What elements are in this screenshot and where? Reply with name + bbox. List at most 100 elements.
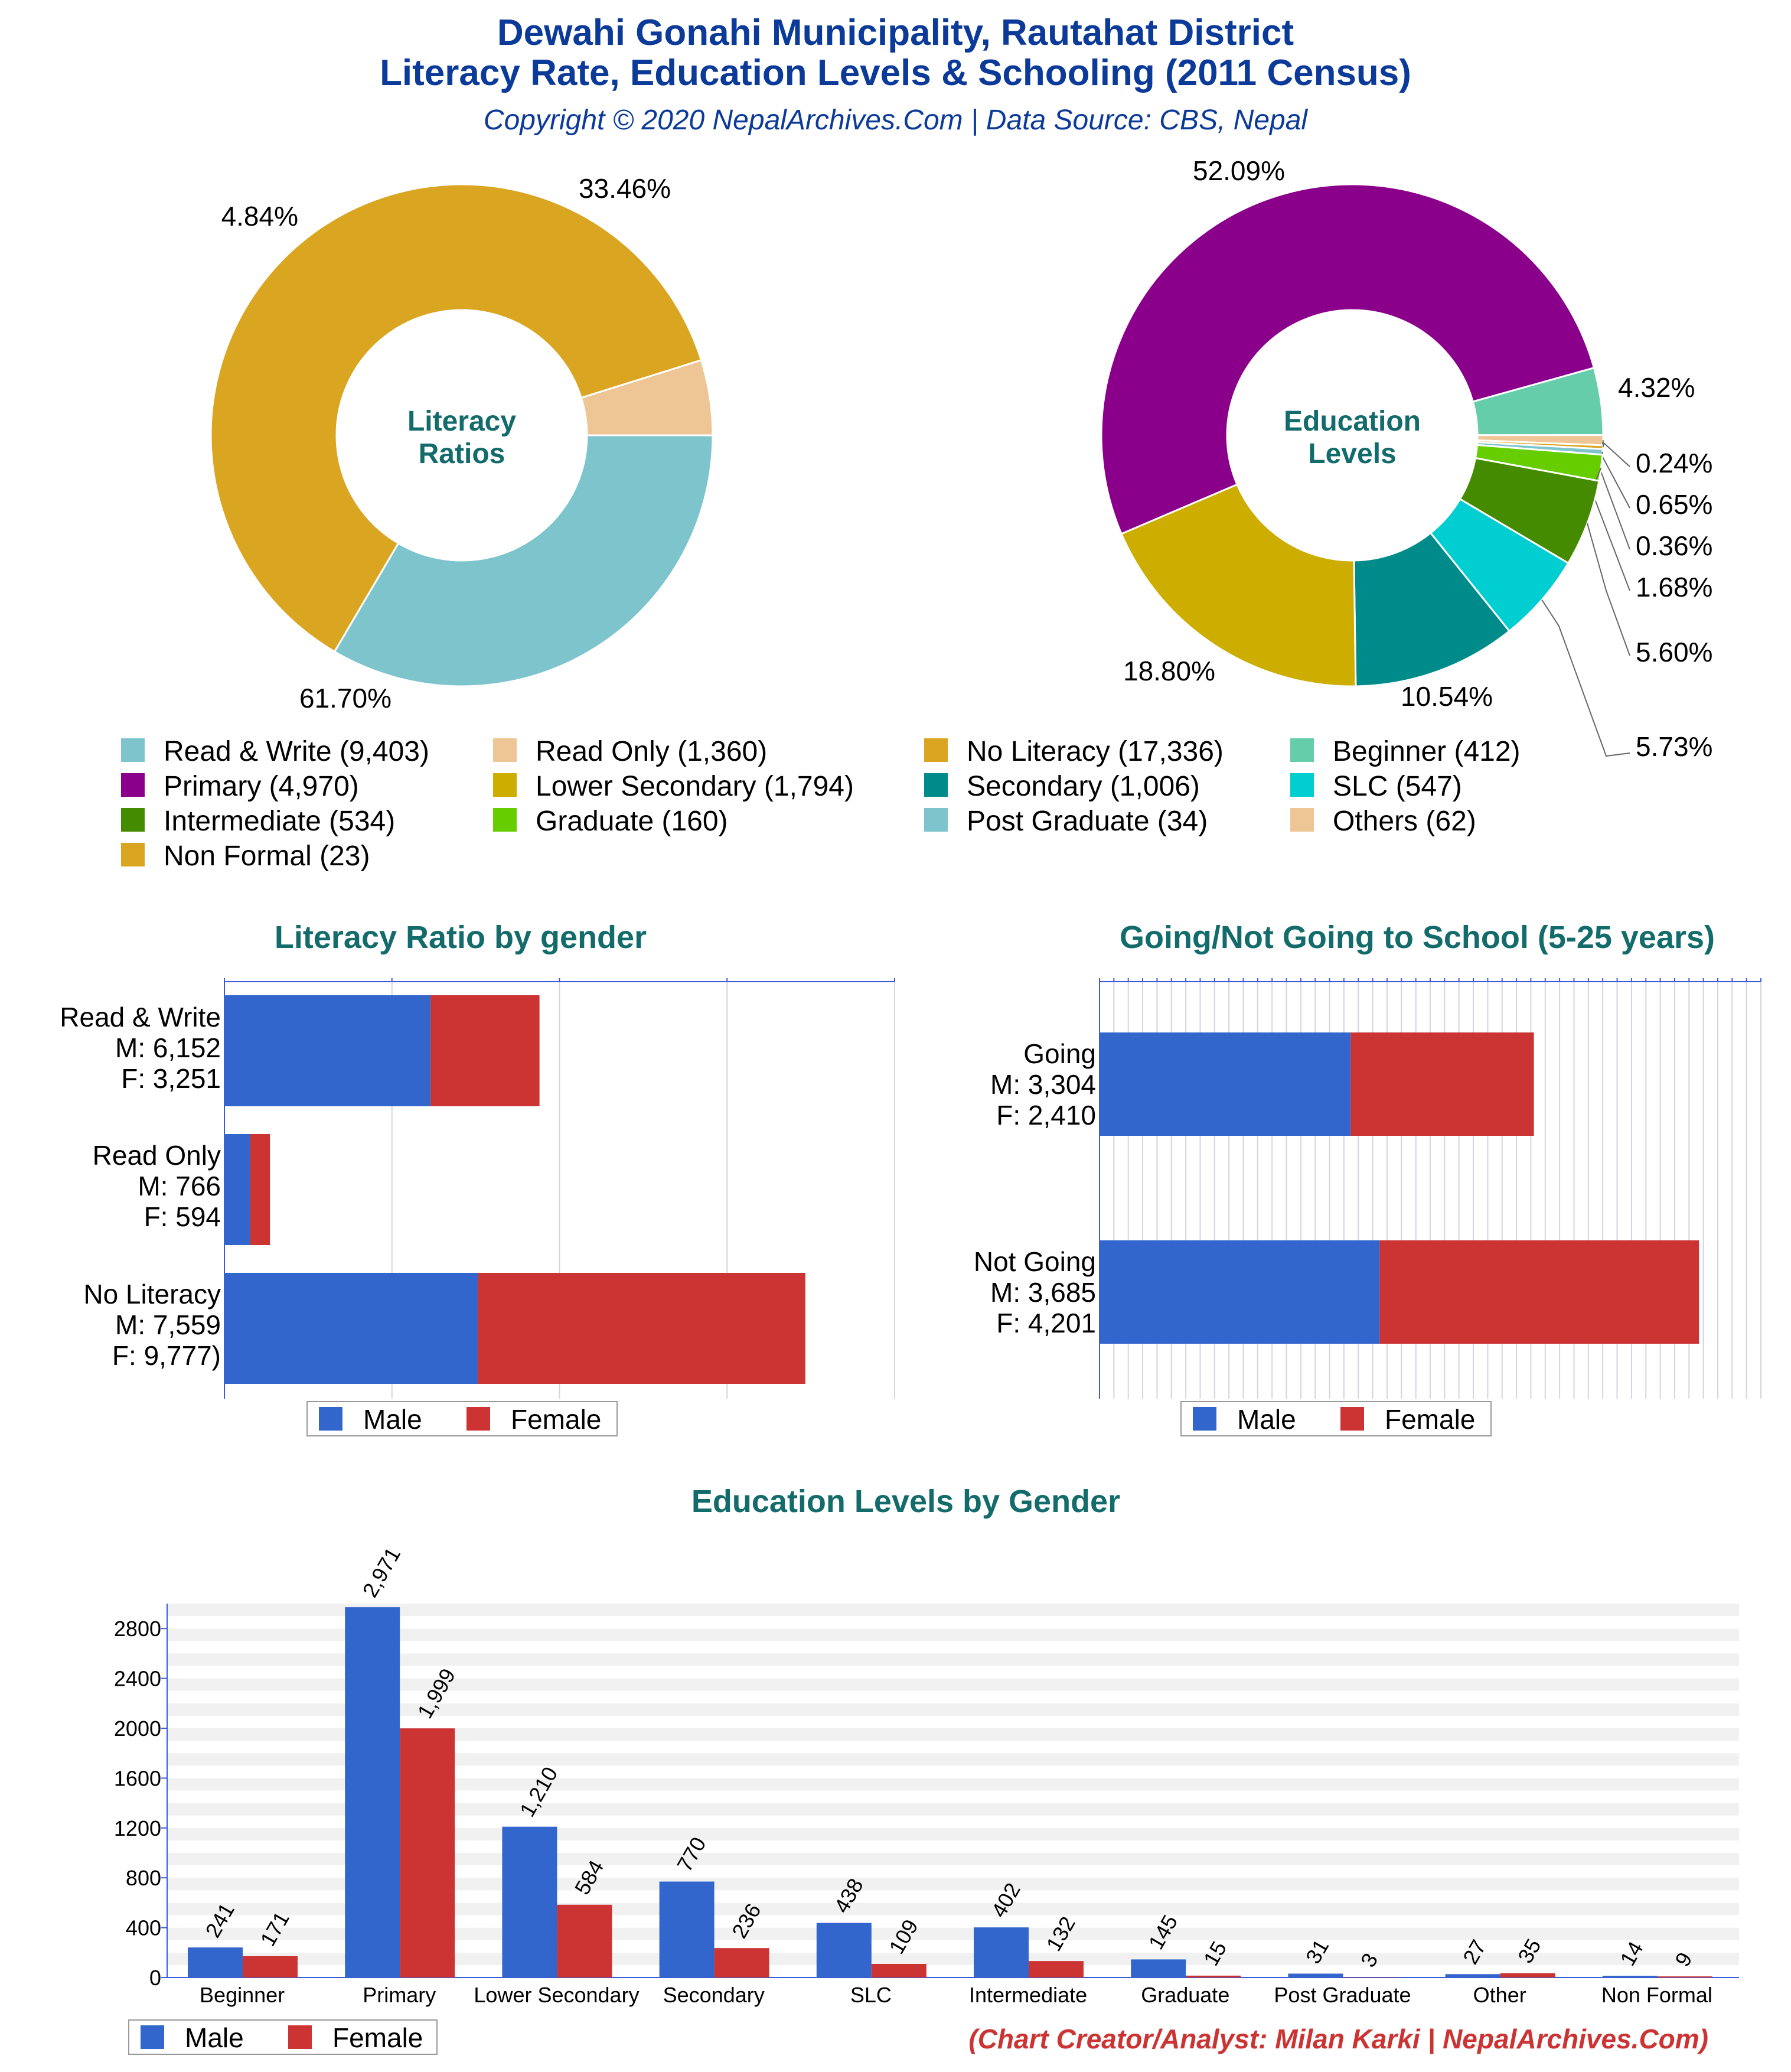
literacy_gender-category-label: M: 7,559 <box>115 1309 221 1340</box>
education-gender-plot-band <box>167 1690 1739 1703</box>
school_gender-legend-swatch-male <box>1193 1407 1216 1431</box>
legend-swatch-slc-547 <box>1290 773 1314 797</box>
education-gender-x-tick-label: Beginner <box>200 1983 285 2007</box>
education_pie-pct-label-non-formal: 0.24% <box>1636 448 1712 478</box>
education-gender-plot-band <box>167 1741 1739 1754</box>
education-gender-legend-male-label: Male <box>185 2022 244 2053</box>
literacy_pie-slice-read-only <box>580 359 714 436</box>
school_gender-legend-swatch-female <box>1340 1407 1364 1431</box>
legend-label-others-62: Others (62) <box>1333 806 1476 837</box>
education_pie-slice-secondary <box>1353 532 1511 688</box>
education-gender-x-tick-label: SLC <box>850 1983 892 2007</box>
literacy_gender-bar-male-read-only <box>224 1134 250 1245</box>
education-gender-plot-band <box>167 1628 1739 1641</box>
education_pie-leader-others <box>1600 440 1630 509</box>
education-gender-plot-band <box>167 1865 1739 1878</box>
literacy_gender-title: Literacy Ratio by gender <box>275 920 647 955</box>
literacy_pie-pct-label-read-only: 4.84% <box>221 201 298 232</box>
education-gender-bar-male-post-graduate <box>1288 1973 1343 1977</box>
literacy_gender-category-label: M: 6,152 <box>115 1032 221 1063</box>
education-gender-plot-band <box>167 1753 1739 1766</box>
education-gender-bar-male-other <box>1445 1974 1500 1977</box>
education-gender-plot-band <box>167 1641 1739 1654</box>
literacy_gender-category-label: F: 3,251 <box>121 1063 221 1094</box>
education-gender-y-tick-label: 1200 <box>114 1816 161 1840</box>
education-gender-bar-male-primary <box>345 1607 400 1977</box>
education-gender-bar-male-intermediate <box>974 1927 1029 1977</box>
education-gender-plot-band <box>167 1878 1739 1891</box>
education_pie-pct-label-post-graduate: 0.36% <box>1636 530 1712 561</box>
literacy_gender-category-label: F: 9,777) <box>112 1340 221 1371</box>
education_pie-pct-label-intermediate: 5.60% <box>1636 637 1712 667</box>
education-gender-plot-band <box>167 1827 1739 1840</box>
legend-label-non-formal-23: Non Formal (23) <box>164 840 370 872</box>
education_pie-leader-intermediate <box>1587 523 1630 656</box>
school_gender-category-label: Going <box>1023 1038 1096 1069</box>
education_pie-center-label: Levels <box>1308 438 1396 470</box>
literacy_gender-bar-female-read-only <box>250 1134 270 1245</box>
school_gender-legend-box <box>1180 1401 1492 1436</box>
legend-swatch-intermediate-534 <box>121 808 145 832</box>
literacy_pie-pct-label-no-literacy: 61.70% <box>299 683 392 714</box>
school_gender-bar-female-going <box>1350 1032 1534 1136</box>
education-gender-plot-band <box>167 1703 1739 1716</box>
literacy_gender-bar-male-read-write <box>224 995 431 1106</box>
school_gender-category-label: F: 4,201 <box>996 1308 1096 1338</box>
education-gender-plot-band <box>167 1890 1739 1903</box>
education-gender-legend-box <box>128 2019 438 2055</box>
legend-swatch-others-62 <box>1290 808 1314 832</box>
legend-swatch-beginner-412 <box>1290 738 1314 762</box>
legend-label-read-only-1-360: Read Only (1,360) <box>536 736 767 767</box>
literacy_gender-category-label: No Literacy <box>83 1279 221 1309</box>
education_pie-pct-label-lower-secondary: 18.80% <box>1123 656 1215 686</box>
education-gender-bar-female-slc <box>871 1964 927 1977</box>
education-gender-plot-band <box>167 1728 1739 1741</box>
education-gender-bar-female-lower-secondary <box>557 1904 612 1977</box>
copyright-subtitle: Copyright © 2020 NepalArchives.Com | Dat… <box>483 105 1308 136</box>
education_pie-pct-label-primary: 52.09% <box>1193 155 1285 186</box>
education-gender-bar-male-lower-secondary <box>502 1826 557 1977</box>
literacy_pie-center-label: Literacy <box>407 406 516 437</box>
education-gender-plot-band <box>167 1666 1739 1679</box>
education-gender-bar-male-secondary <box>659 1881 715 1977</box>
education-gender-y-tick-label: 400 <box>126 1916 161 1940</box>
legend-label-no-literacy-17-336: No Literacy (17,336) <box>967 736 1224 767</box>
legend-swatch-primary-4-970 <box>121 773 145 797</box>
school_gender-title: Going/Not Going to School (5-25 years) <box>1120 920 1715 955</box>
school_gender-category-label: Not Going <box>974 1246 1096 1277</box>
education-gender-bar-female-beginner <box>243 1956 298 1977</box>
education-gender-plot-band <box>167 1853 1739 1866</box>
education-gender-y-tick-label: 800 <box>126 1866 161 1890</box>
legend-swatch-no-literacy-17-336 <box>924 738 948 762</box>
education-gender-plot-band <box>167 1604 1739 1617</box>
education_pie-pct-label-beginner: 4.32% <box>1618 372 1695 403</box>
education-gender-bar-female-graduate <box>1186 1975 1241 1977</box>
legend-label-secondary-1-006: Secondary (1,006) <box>967 771 1200 802</box>
education_pie-slice-primary <box>1100 183 1596 535</box>
legend-label-intermediate-534: Intermediate (534) <box>164 806 395 837</box>
education-gender-bar-male-graduate <box>1131 1959 1186 1977</box>
education-gender-plot-band <box>167 1715 1739 1728</box>
school_gender-bar-male-not-going <box>1100 1240 1380 1344</box>
literacy_pie-center-label: Ratios <box>419 438 505 470</box>
legend-label-graduate-160: Graduate (160) <box>536 806 728 837</box>
school_gender-legend-female-label: Female <box>1385 1404 1475 1435</box>
education-gender-plot-band <box>167 1815 1739 1828</box>
education-gender-x-tick-label: Primary <box>363 1983 436 2007</box>
education-gender-bar-female-secondary <box>714 1948 769 1977</box>
school_gender-legend-male-label: Male <box>1237 1404 1296 1435</box>
school_gender-category-label: M: 3,304 <box>990 1069 1096 1100</box>
education-gender-legend-female-label: Female <box>332 2022 423 2053</box>
education-gender-x-tick-label: Non Formal <box>1601 1983 1712 2007</box>
education-gender-x-tick-label: Post Graduate <box>1274 1983 1411 2007</box>
education-gender-plot-band <box>167 1678 1739 1691</box>
education-gender-bar-male-slc <box>816 1923 872 1977</box>
legend-label-post-graduate-34: Post Graduate (34) <box>967 806 1208 837</box>
legend-swatch-graduate-160 <box>493 808 517 832</box>
education-gender-plot-band <box>167 1778 1739 1791</box>
literacy_gender-bar-male-no-literacy <box>224 1273 478 1384</box>
school_gender-bar-male-going <box>1100 1032 1351 1136</box>
education-gender-plot-band <box>167 1616 1739 1629</box>
education-gender-plot-band <box>167 1803 1739 1816</box>
education-gender-plot-band <box>167 1653 1739 1666</box>
